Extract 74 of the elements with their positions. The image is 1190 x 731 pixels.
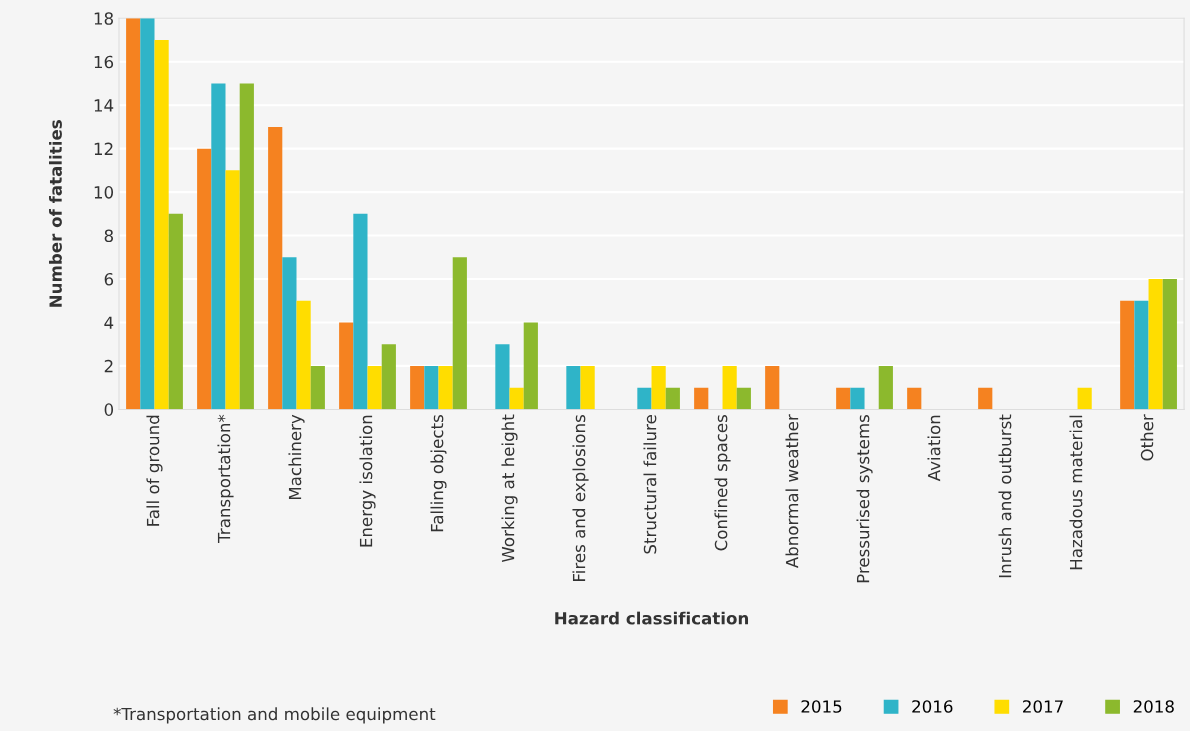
bar (1148, 279, 1163, 410)
legend-label: 2016 (912, 700, 953, 713)
x-tick-label: Confined spaces (714, 415, 731, 551)
bar (353, 213, 368, 410)
x-tick-label: Transportation* (217, 414, 234, 543)
bar (509, 387, 524, 410)
bar (310, 365, 325, 410)
y-tick-label: 8 (104, 229, 113, 243)
bar (410, 365, 425, 410)
bar (495, 344, 510, 410)
bar (381, 344, 396, 410)
bar (836, 387, 851, 410)
bar (126, 18, 141, 410)
bar (978, 387, 993, 410)
bar (154, 40, 169, 410)
bar (211, 83, 226, 410)
y-tick-label: 0 (104, 403, 114, 416)
bar (907, 387, 922, 410)
y-tick-label: 4 (104, 316, 114, 329)
x-tick-label: Structural failure (643, 415, 657, 554)
bar (665, 387, 680, 410)
bar (1077, 387, 1092, 410)
y-tick-label: 14 (94, 99, 114, 112)
bar (367, 365, 382, 410)
x-tick-label: Machinery (288, 414, 305, 500)
bar (438, 365, 453, 410)
y-tick-label: 12 (94, 142, 113, 155)
x-tick-label: Abnormal weather (785, 414, 799, 569)
text: *Transportation and mobile equipment (113, 707, 436, 724)
bar (1120, 300, 1135, 410)
bar (452, 257, 467, 410)
x-axis-title: Hazard classification (555, 611, 749, 625)
x-tick-label: Aviation (927, 415, 941, 482)
x-tick-label: Working at height (501, 414, 518, 563)
bar (850, 387, 865, 410)
x-tick-label: Hazadous material (1069, 415, 1083, 570)
x-tick-label: Energy isolation (359, 415, 376, 547)
bar (1162, 279, 1177, 410)
bar (523, 322, 538, 410)
bar (268, 126, 283, 410)
legend-label: 2017 (1023, 700, 1063, 713)
x-tick-label: Fall of ground (146, 415, 163, 526)
y-tick-label: 16 (94, 55, 114, 69)
y-tick-label: 2 (104, 359, 113, 373)
bar (168, 213, 183, 410)
bar (1134, 300, 1149, 410)
x-tick-label: Falling objects (430, 415, 447, 532)
bar (736, 387, 751, 410)
bar (225, 170, 240, 410)
bar (197, 148, 212, 410)
bar (296, 300, 311, 410)
x-tick-label: Pressurised systems (856, 415, 873, 583)
bar (239, 83, 254, 410)
bar (339, 322, 354, 410)
bar (722, 365, 737, 410)
bar (878, 365, 893, 410)
y-tick-label: 18 (94, 12, 113, 25)
bar (580, 365, 595, 410)
legend-label: 2018 (1133, 700, 1174, 713)
x-tick-label: Fires and explosions (572, 415, 589, 581)
y-tick-label: 6 (104, 272, 114, 286)
legend-label: 2015 (801, 700, 842, 713)
bar (566, 365, 581, 410)
bar (140, 18, 155, 410)
bar (282, 257, 297, 410)
x-tick-label: Other (1140, 414, 1154, 461)
y-axis-title: Number of fatalities (49, 120, 62, 307)
bar (765, 365, 780, 410)
bar (694, 387, 709, 410)
y-tick-label: 10 (94, 186, 114, 199)
bar (651, 365, 666, 410)
bar (424, 365, 439, 410)
x-tick-label: Inrush and outburst (998, 414, 1012, 578)
bar (637, 387, 652, 410)
